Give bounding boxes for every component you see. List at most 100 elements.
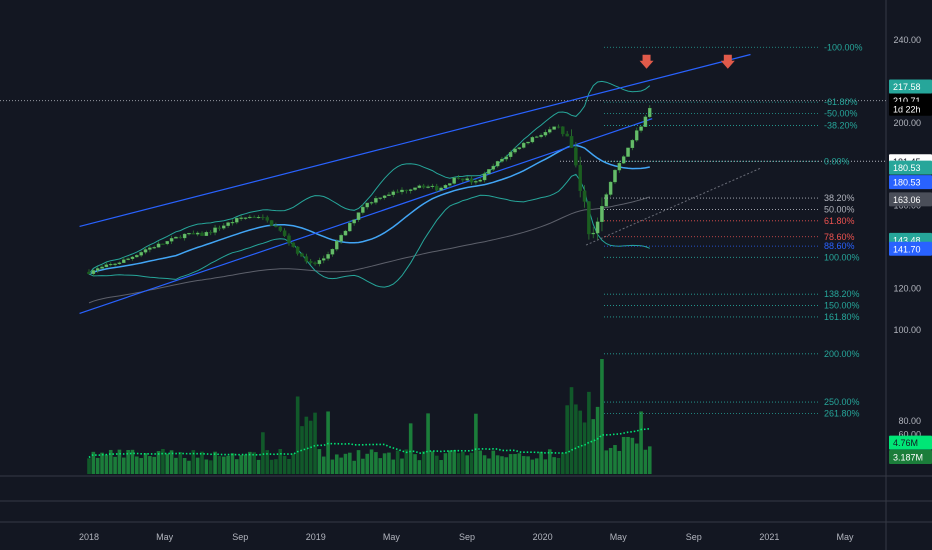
volume-bar [400,458,404,474]
candle [508,151,513,157]
price-scale-badge-text: 163.06 [893,195,921,205]
candle [300,253,304,257]
candle [530,137,535,143]
volume-bar [204,459,209,474]
volume-bar [339,457,343,474]
candle [182,233,187,239]
volume-bar [226,455,230,474]
volume-bar [365,453,370,474]
volume-bar [621,436,626,474]
candle [356,212,361,220]
volume-bar [408,423,413,474]
volume-bar [282,455,287,474]
candle [335,241,339,250]
volume-bar [148,456,152,474]
candle [391,191,396,195]
volume-bar [91,451,96,474]
volume-bar [256,459,261,474]
volume-bar [504,457,509,474]
volume-bar [643,449,648,474]
candle [187,233,191,235]
candle [117,262,122,265]
volume-bar [178,451,183,474]
candle [543,132,548,136]
candle [291,242,296,248]
candle [621,156,626,164]
candle [500,158,504,162]
candle [430,185,435,188]
price-scale-badge-text: 3.187M [893,452,923,462]
x-tick-label: 2019 [306,532,326,542]
volume-bar [374,452,378,474]
volume-bar [139,458,143,474]
volume-bar [417,460,422,474]
volume-bar [478,450,483,474]
x-tick-label: May [836,532,854,542]
x-tick-label: May [156,532,174,542]
candle [252,216,256,219]
fib-level-label: 61.80% [824,216,855,226]
candle [308,261,313,263]
volume-bar [595,406,600,474]
volume-bar [448,450,452,474]
volume-bar [382,453,387,474]
volume-bar [182,458,187,474]
candle [395,191,400,193]
candle [600,206,604,222]
fib-level-label: 161.80% [824,312,860,322]
volume-bar [100,452,104,474]
candle [382,195,387,198]
candle [643,116,648,127]
candle [339,235,343,242]
candle [222,225,226,229]
candle [321,258,326,261]
candle [243,217,248,219]
volume-bar [487,458,491,474]
candle [287,235,291,243]
candle [126,258,130,260]
candle [365,202,369,208]
volume-bar [426,413,430,474]
volume-bar [565,405,569,474]
volume-bar [387,452,391,474]
candle [556,126,561,128]
candle [226,222,230,226]
volume-bar [348,452,352,474]
candle [548,129,552,133]
candle [256,216,261,219]
volume-bar [578,410,583,474]
volume-bar [274,459,278,474]
x-tick-label: Sep [232,532,248,542]
candle [269,220,274,226]
candle [235,217,239,223]
volume-bar [243,454,248,474]
x-tick-label: May [383,532,401,542]
volume-bar [474,413,478,474]
fib-level-label: 261.80% [824,408,860,418]
volume-bar [334,454,339,474]
fib-level-label: 50.00% [824,204,855,214]
candle [148,247,152,250]
y-tick-label: 60.00 [898,429,921,439]
candle [608,181,613,195]
candle [582,190,587,202]
volume-bar [169,450,174,474]
candle [639,126,643,131]
volume-bar [613,445,617,474]
candle [213,227,217,233]
volume-bar [330,459,335,474]
volume-bar [287,458,291,474]
candle [456,177,461,179]
price-scale-badge-text: 180.53 [893,178,921,188]
candle [108,264,113,266]
volume-bar [500,456,504,474]
volume-bar [495,455,500,474]
volume-bar [191,450,196,474]
fib-level-label: 38.20% [824,193,855,203]
candle [513,148,517,153]
x-tick-label: 2018 [79,532,99,542]
candle [465,178,469,181]
candle [591,232,596,235]
volume-bar [295,396,300,474]
